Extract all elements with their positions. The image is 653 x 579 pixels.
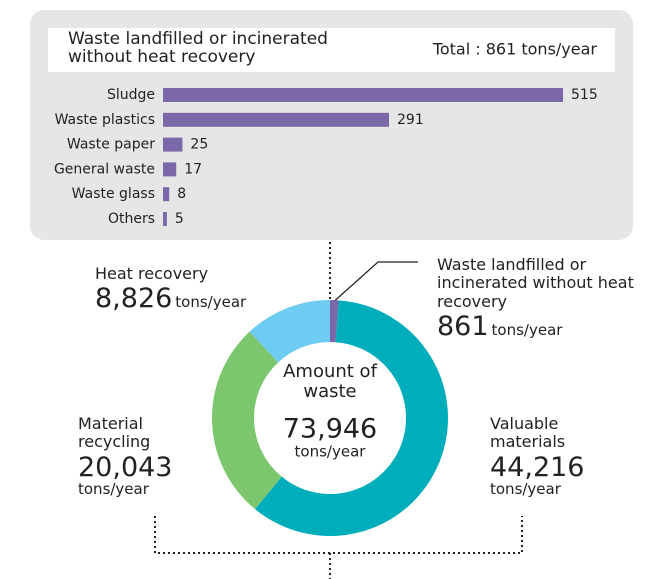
category-name: Waste landfilled or incinerated without … [437,255,634,311]
category-label: Waste plastics [55,112,155,128]
value-row: 20,043 tons/year [78,454,198,498]
bar [163,137,183,152]
value-label: 5 [175,211,184,227]
category-label: General waste [54,161,155,177]
value-label: 20,043 [78,451,173,483]
value-label: 25 [190,137,208,153]
segment-label: Heat recovery 8,826 tons/year [95,264,295,312]
connector [154,516,523,579]
category-label: Waste paper [67,137,155,153]
center-unit: tons/year [295,443,367,461]
category-name: Heat recovery [95,264,209,283]
category-label: Others [108,211,155,227]
value-label: 17 [184,161,202,177]
category-label: Waste glass [72,186,155,202]
segment-label: Waste landfilled or incinerated without … [437,255,637,340]
value-row: 861 tons/year [437,313,637,340]
center-title: Amount of waste [283,361,377,402]
value-label: 515 [571,87,598,103]
donut-segment [330,300,339,343]
donut-segment [249,300,330,363]
value-label: 8,826 [95,283,173,315]
bar [163,162,177,177]
leader-line [329,261,418,306]
center-value: 73,946 [283,414,377,445]
category-name: Valuable materials [490,414,566,452]
category-name: Material recycling [78,414,151,452]
unit-label: tons/year [490,479,561,498]
unit-label: tons/year [491,321,563,340]
bar [163,112,390,127]
header-box [48,28,615,72]
value-label: 44,216 [490,451,585,483]
bar [163,212,167,226]
value-row: 8,826 tons/year [95,285,295,312]
value-label: 291 [397,112,424,128]
subtitle: Total : 861 tons/year [432,40,598,59]
bar [163,88,563,102]
category-label: Sludge [107,87,155,103]
value-label: 8 [177,186,186,202]
value-row: 44,216 tons/year [490,454,610,498]
donut-segment [212,331,282,510]
value-label: 861 [437,311,489,343]
donut-segment [255,300,449,536]
unit-label: tons/year [78,479,149,498]
bar-title: Waste landfilled or incinerated without … [68,29,328,67]
bar [163,187,170,202]
segment-label: Material recycling 20,043 tons/year [78,414,198,498]
unit-label: tons/year [175,293,247,312]
segment-label: Valuable materials 44,216 tons/year [490,414,610,498]
